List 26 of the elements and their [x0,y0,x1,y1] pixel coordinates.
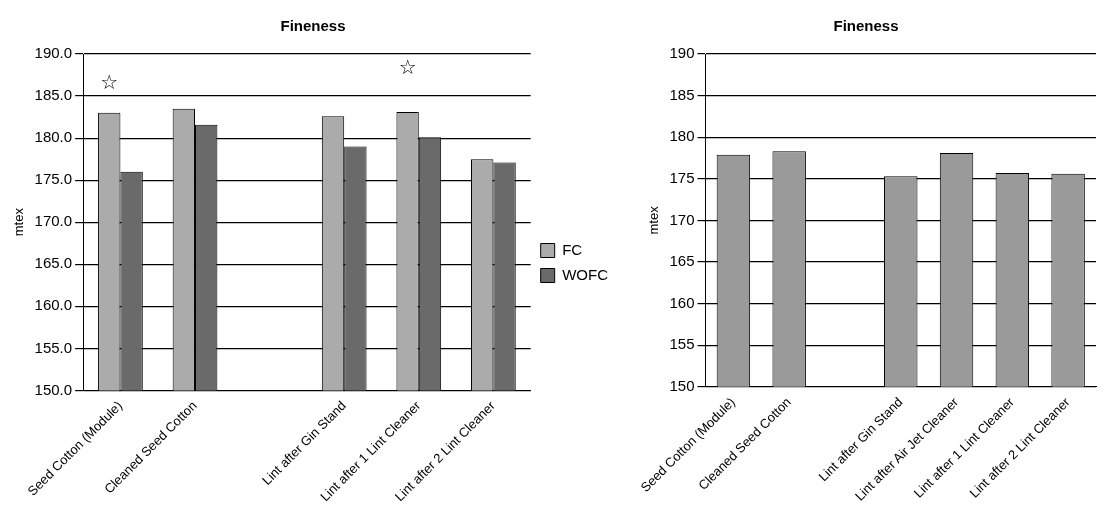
y-tick-label: 160 [669,293,695,311]
y-tick-label: 155 [669,335,695,353]
y-tick-label: 165.0 [34,254,73,272]
y-tick-label: 170 [669,210,695,228]
y-tick-label: 150 [669,376,695,394]
chart-title: Fineness [833,17,899,35]
y-tick-label: 180 [669,127,695,145]
legend-label: WOFC [562,265,609,283]
y-tick-label: 155.0 [34,338,73,356]
y-tick-label: 175.0 [34,170,73,188]
annotation: ☆ [100,69,119,94]
y-tick-label: 160.0 [34,296,73,314]
y-tick-label: 150.0 [34,380,73,398]
y-tick-label: 165 [669,252,695,270]
y-tick-label: 190.0 [34,44,73,62]
legend-label: FC [562,240,583,258]
y-tick-label: 185 [669,85,695,103]
y-tick-label: 175 [669,168,695,186]
y-tick-label: 185.0 [34,86,73,104]
chart-title: Fineness [280,17,346,35]
y-axis-title: mtex [11,207,27,237]
y-axis-title: mtex [646,205,662,235]
y-tick-label: 170.0 [34,212,73,230]
y-tick-label: 180.0 [34,128,73,146]
y-tick-label: 190 [669,44,695,62]
annotation: ☆ [398,54,417,79]
